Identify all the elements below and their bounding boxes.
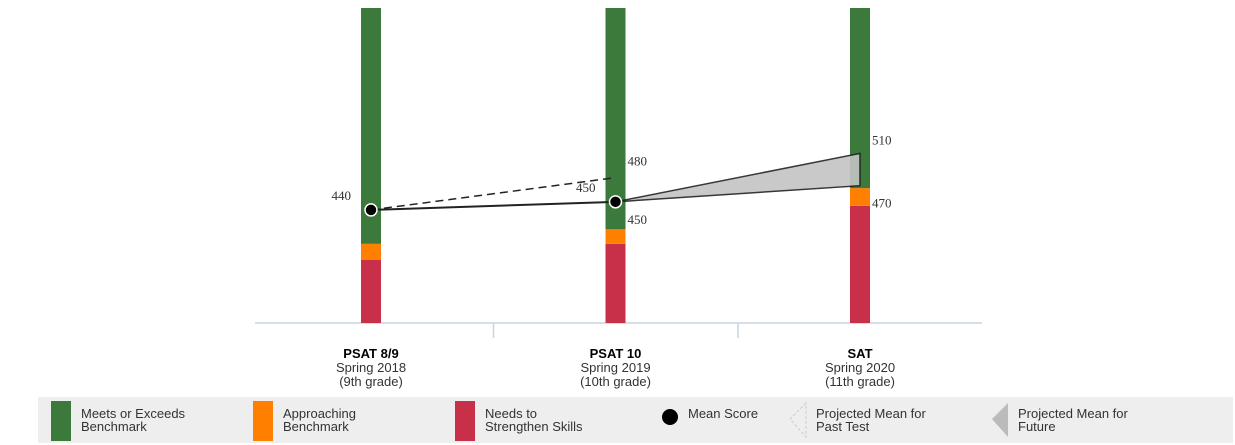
legend-icon [662,409,678,425]
bar-segment [850,8,870,189]
legend-label: Projected Mean for Future [1018,406,1128,434]
legend: Meets or Exceeds Benchmark Approaching Be… [38,397,1233,443]
category-label: PSAT 10 [590,346,642,361]
session-label: Spring 2020 [825,360,895,375]
legend-swatch [455,401,475,441]
projected-label: 450 [628,212,648,227]
grade-label: (10th grade) [580,374,651,389]
legend-item: Mean Score [658,401,798,441]
mean-point [608,195,623,209]
legend-label: Needs to Strengthen Skills [485,406,583,434]
legend-label: Approaching Benchmark [283,406,356,434]
projected-past [370,176,616,211]
mean-label: 440 [332,188,352,203]
legend-swatch [253,401,273,441]
projected-label: 480 [628,154,648,169]
category-label: PSAT 8/9 [343,346,398,361]
bar-segment [361,260,381,323]
legend-item: Needs to Strengthen Skills [455,401,595,441]
bar-segment [605,243,626,323]
session-label: Spring 2019 [580,360,650,375]
legend-label: Mean Score [688,406,759,421]
projected-label: 510 [872,132,892,147]
legend-item: Projected Mean for Future [988,401,1128,441]
mean-line [370,200,616,211]
legend-icon [992,403,1008,437]
session-label: Spring 2018 [336,360,406,375]
legend-swatch [51,401,71,441]
projected-future [615,152,861,203]
bar-segment [605,229,626,244]
bar-segment [850,205,870,323]
mean-point [364,203,378,217]
legend-item: Projected Mean for Past Test [786,401,926,441]
bar-segment [605,8,626,230]
legend-item: Meets or Exceeds Benchmark [51,401,191,441]
bar-segment [850,188,870,206]
projected-label: 470 [872,196,892,211]
legend-icon [789,401,807,439]
grade-label: (11th grade) [825,374,895,389]
category-label: SAT [847,346,872,361]
legend-label: Meets or Exceeds Benchmark [81,406,186,434]
legend-item: Approaching Benchmark [253,401,393,441]
bar-segment [361,8,381,244]
bar-segment [361,243,381,260]
mean-label: 450 [576,180,596,195]
legend-label: Projected Mean for Past Test [816,406,926,434]
grade-label: (9th grade) [339,374,403,389]
